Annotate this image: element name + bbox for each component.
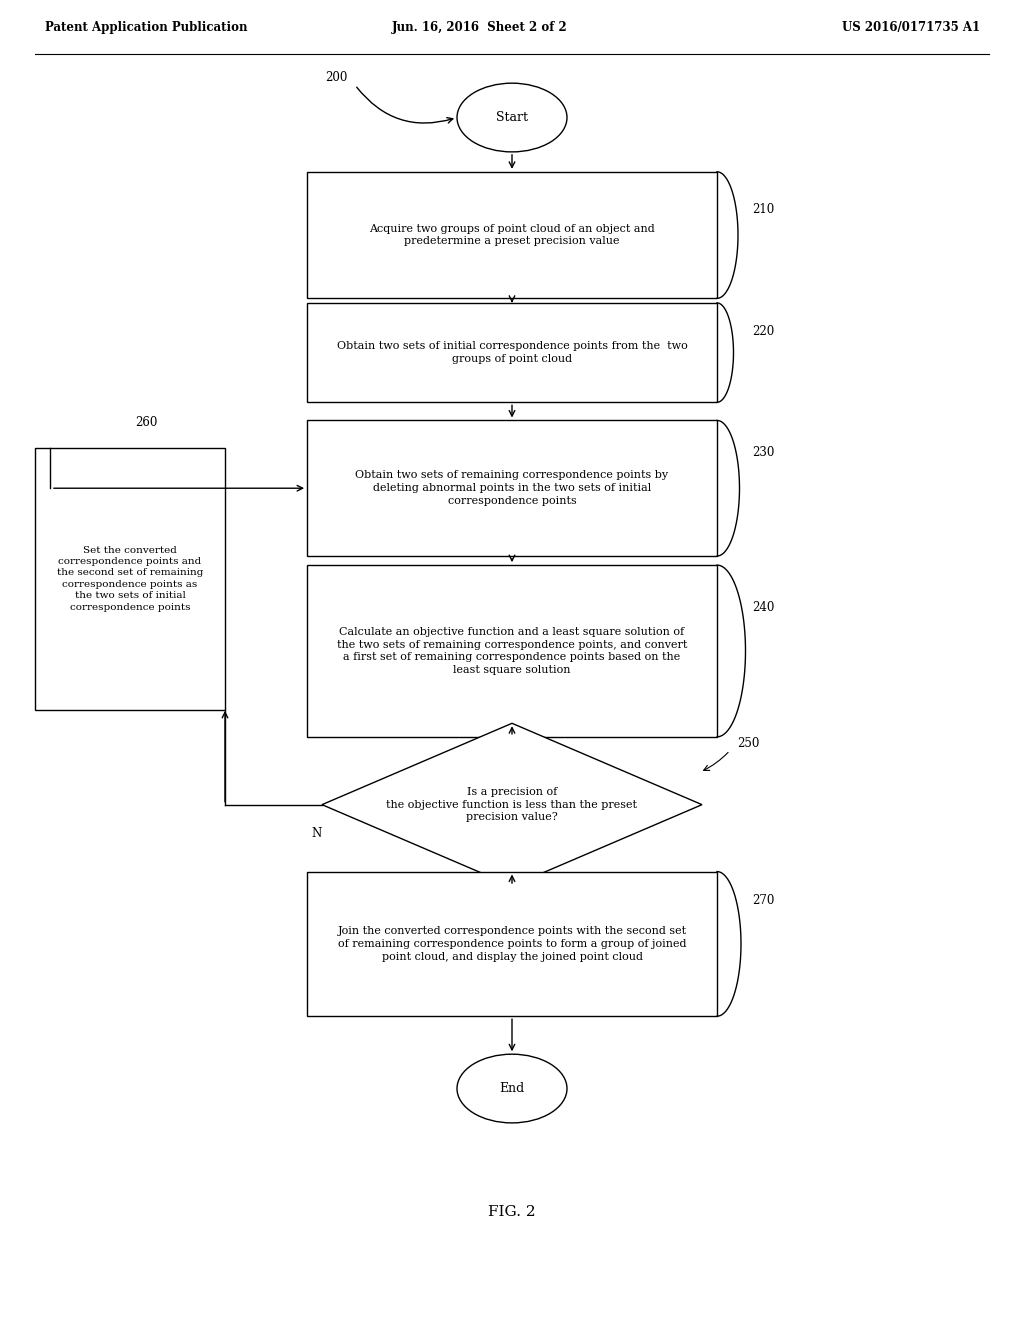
Text: FIG. 2: FIG. 2 (488, 1205, 536, 1218)
Text: 270: 270 (752, 894, 774, 907)
Text: 200: 200 (325, 71, 347, 84)
Text: Acquire two groups of point cloud of an object and
predetermine a preset precisi: Acquire two groups of point cloud of an … (369, 223, 655, 247)
Bar (35, 447, 225, 710)
Text: US 2016/0171735 A1: US 2016/0171735 A1 (842, 21, 980, 33)
Text: Join the converted correspondence points with the second set
of remaining corres: Join the converted correspondence points… (338, 927, 686, 962)
Text: Start: Start (496, 111, 528, 124)
Text: Is a precision of
the objective function is less than the preset
precision value: Is a precision of the objective function… (386, 787, 638, 822)
Text: 220: 220 (752, 325, 774, 338)
Text: Obtain two sets of initial correspondence points from the  two
groups of point c: Obtain two sets of initial correspondenc… (337, 341, 687, 364)
Text: End: End (500, 1082, 524, 1096)
Text: Y: Y (530, 903, 538, 916)
Ellipse shape (457, 83, 567, 152)
Text: 250: 250 (737, 737, 760, 750)
Bar (307, 302, 717, 403)
Bar (307, 565, 717, 737)
Text: 240: 240 (752, 601, 774, 614)
Polygon shape (322, 723, 702, 886)
Text: N: N (312, 828, 323, 841)
Bar (307, 871, 717, 1016)
Text: Obtain two sets of remaining correspondence points by
deleting abnormal points i: Obtain two sets of remaining corresponde… (355, 470, 669, 506)
Text: Jun. 16, 2016  Sheet 2 of 2: Jun. 16, 2016 Sheet 2 of 2 (392, 21, 568, 33)
Text: Patent Application Publication: Patent Application Publication (45, 21, 248, 33)
Text: Set the converted
correspondence points and
the second set of remaining
correspo: Set the converted correspondence points … (56, 545, 203, 611)
Text: 260: 260 (135, 416, 158, 429)
Text: 230: 230 (752, 446, 774, 458)
Bar (307, 420, 717, 556)
Ellipse shape (457, 1055, 567, 1123)
Text: Calculate an objective function and a least square solution of
the two sets of r: Calculate an objective function and a le… (337, 627, 687, 675)
Bar (307, 172, 717, 298)
Text: 210: 210 (752, 203, 774, 216)
